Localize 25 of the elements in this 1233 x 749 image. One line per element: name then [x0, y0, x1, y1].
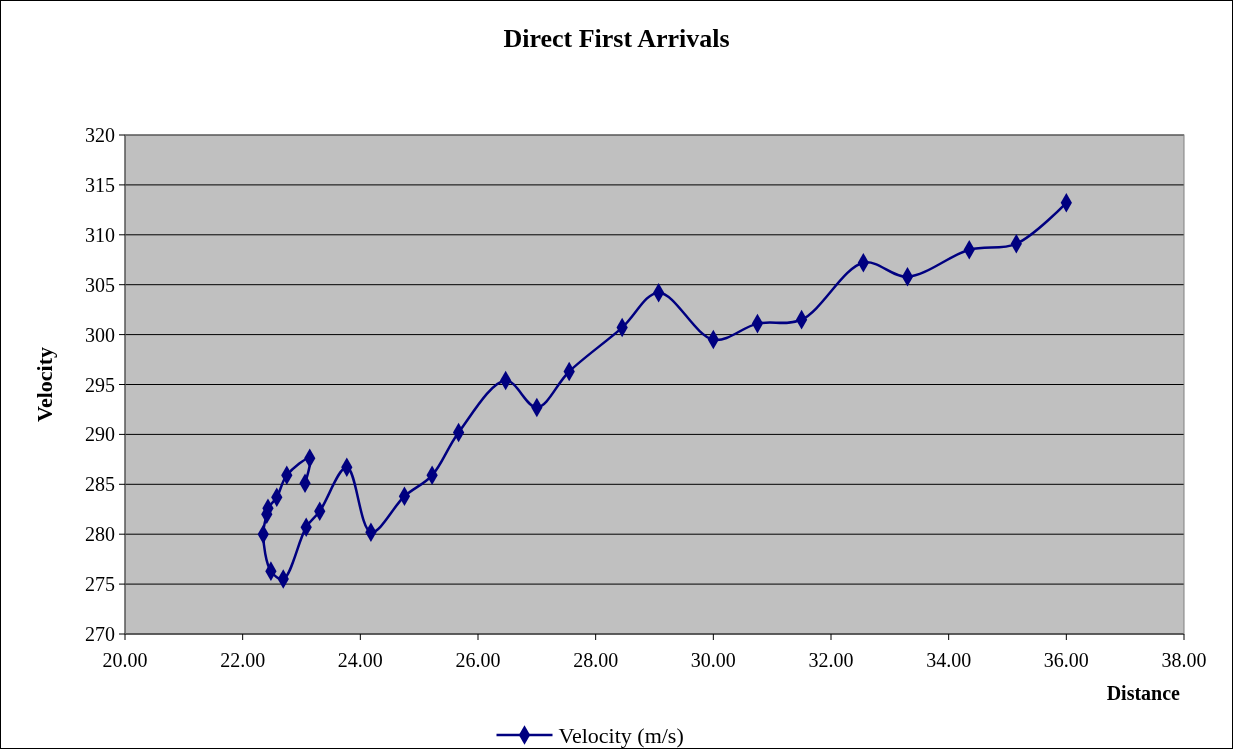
y-tick-label: 315: [85, 173, 115, 196]
x-axis-title: Distance: [1106, 682, 1181, 704]
y-tick-label: 300: [85, 323, 115, 346]
x-tick-label: 36.00: [1043, 649, 1089, 671]
x-tick-label: 20.00: [102, 649, 148, 671]
x-tick-label: 38.00: [1161, 649, 1207, 671]
y-tick-label: 285: [85, 473, 115, 496]
x-tick-label: 30.00: [690, 649, 736, 671]
y-tick-label: 290: [85, 423, 115, 446]
x-tick-label: 26.00: [455, 649, 501, 671]
legend-label: Velocity (m/s): [558, 722, 684, 748]
chart-title: Direct First Arrivals: [503, 24, 730, 53]
y-tick-label: 280: [85, 523, 115, 546]
x-tick-label: 22.00: [220, 649, 266, 671]
x-tick-label: 28.00: [573, 649, 619, 671]
x-tick-label: 34.00: [926, 649, 972, 671]
y-tick-label: 270: [85, 623, 115, 645]
y-tick-label: 320: [85, 124, 115, 146]
y-tick-label: 305: [85, 273, 115, 296]
y-tick-label: 295: [85, 373, 115, 396]
x-tick-label: 24.00: [337, 649, 383, 671]
y-tick-label: 275: [85, 573, 115, 596]
x-tick-label: 32.00: [808, 649, 854, 671]
y-axis-title: Velocity: [32, 347, 57, 422]
y-tick-label: 310: [85, 223, 115, 246]
